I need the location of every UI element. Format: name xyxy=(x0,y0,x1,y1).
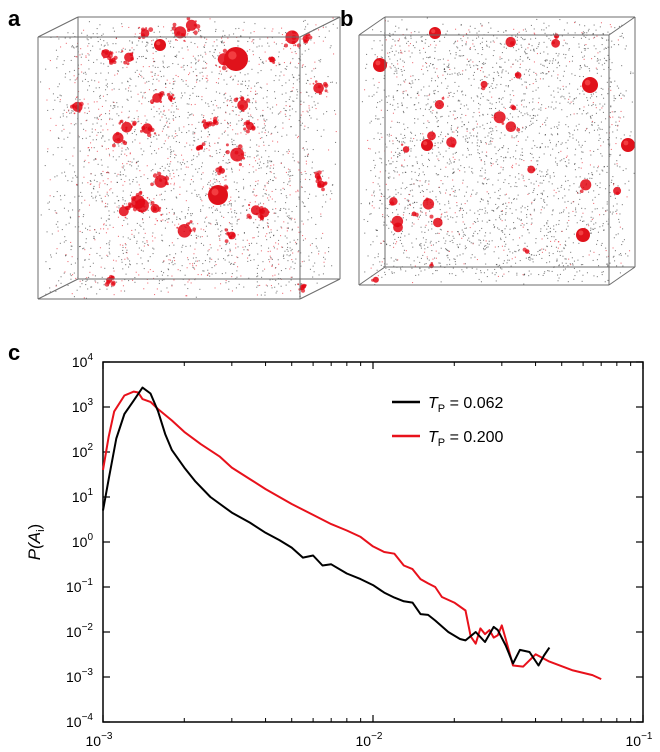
panel-label-b: b xyxy=(340,6,354,31)
cluster xyxy=(527,165,536,174)
cluster xyxy=(402,146,410,153)
large-cluster xyxy=(224,47,248,71)
cluster xyxy=(372,276,379,283)
y-tick-label: 100 xyxy=(72,532,94,550)
y-axis-title: P(Ai) xyxy=(25,524,47,560)
panel-label-c: c xyxy=(8,340,21,365)
large-cluster xyxy=(421,139,433,151)
cluster xyxy=(112,132,124,144)
cluster xyxy=(422,198,435,210)
cluster xyxy=(141,123,153,134)
y-tick-label: 103 xyxy=(72,397,94,415)
particle-cloud xyxy=(40,17,338,299)
large-cluster xyxy=(621,138,635,152)
panel-label-a: a xyxy=(8,6,21,31)
cluster xyxy=(480,80,488,88)
y-tick-label: 10−4 xyxy=(66,712,93,730)
series-line-1 xyxy=(102,390,602,681)
cluster xyxy=(551,38,560,48)
cluster xyxy=(250,205,261,216)
y-tick-label: 101 xyxy=(72,487,94,505)
large-cluster xyxy=(429,27,441,39)
large-cluster xyxy=(208,185,228,205)
y-tick-label: 10−1 xyxy=(66,577,93,595)
legend-label: TP = 0.200 xyxy=(428,429,504,449)
series-line-0 xyxy=(102,386,551,667)
cluster xyxy=(177,224,192,238)
plot-frame xyxy=(102,361,644,723)
y-tick-label: 10−3 xyxy=(66,667,93,685)
cluster xyxy=(580,179,592,191)
cluster xyxy=(185,19,197,31)
cluster xyxy=(493,111,506,124)
y-tick-label: 10−2 xyxy=(66,622,93,640)
cluster-group xyxy=(371,27,635,283)
legend-label: TP = 0.062 xyxy=(428,395,504,415)
cube-visualization-a xyxy=(37,16,341,300)
cluster xyxy=(230,147,245,162)
cluster xyxy=(505,121,517,132)
cluster xyxy=(434,100,444,110)
cube-visualization-b xyxy=(358,16,636,286)
cluster xyxy=(393,222,403,233)
y-tick-label: 102 xyxy=(72,442,94,460)
x-tick-label: 10−1 xyxy=(626,731,653,749)
x-tick-label: 10−3 xyxy=(86,731,113,749)
large-cluster xyxy=(576,228,590,242)
cube-edges xyxy=(37,16,341,300)
particle-cloud xyxy=(360,17,635,286)
cluster xyxy=(433,217,443,228)
cluster xyxy=(131,195,146,209)
large-cluster xyxy=(154,39,166,51)
cluster xyxy=(427,131,436,141)
large-cluster xyxy=(582,77,598,93)
x-tick-label: 10−2 xyxy=(356,731,383,749)
cluster-group xyxy=(70,16,329,293)
y-tick-label: 104 xyxy=(72,352,94,370)
cube-edges xyxy=(358,16,636,286)
